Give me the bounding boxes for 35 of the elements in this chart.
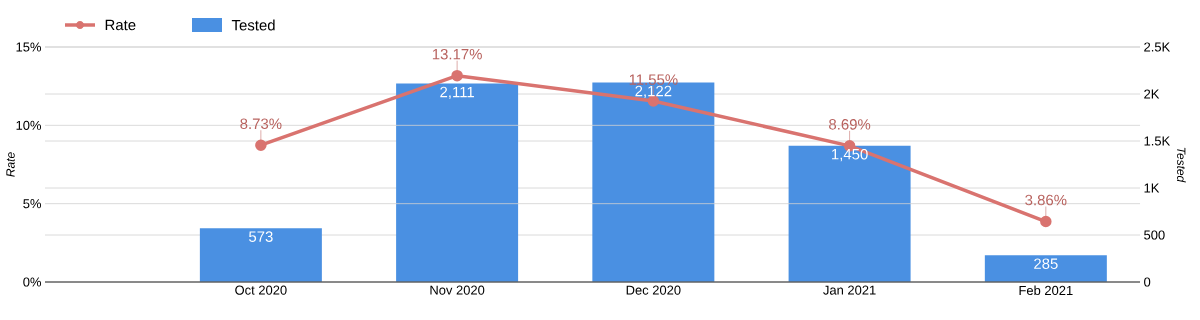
data-label: 13.17% [432, 48, 482, 60]
data-label: 2,111 [440, 86, 474, 100]
y2-tick-label: 2.5K [1144, 42, 1171, 52]
y2-tick-label: 500 [1144, 230, 1165, 240]
y2-tick-label: 1.5K [1144, 136, 1171, 146]
y-tick-label: 15% [16, 42, 42, 52]
x-tick-label: Feb 2021 [1019, 285, 1073, 296]
data-label: 2,122 [635, 85, 672, 99]
x-tick-label: Dec 2020 [626, 285, 681, 295]
bar [199, 228, 322, 282]
y2-axis-title: Tested [1177, 147, 1186, 183]
point [255, 139, 267, 151]
y2-tick-label: 2K [1144, 89, 1160, 99]
data-label: 3.86% [1025, 194, 1067, 206]
data-label: 8.69% [829, 119, 871, 130]
legend-label: Rate [105, 19, 136, 31]
x-tick-label: Oct 2020 [235, 285, 287, 295]
data-label: 1,450 [832, 148, 868, 162]
data-label: 573 [249, 231, 273, 242]
data-label: 8.73% [240, 118, 282, 130]
point [451, 69, 463, 82]
x-tick-label: Jan 2021 [823, 285, 876, 295]
data-label: 285 [1034, 258, 1058, 269]
bar [396, 83, 519, 282]
bar [984, 255, 1107, 282]
y-axis-title: Rate [6, 152, 15, 177]
y2-tick-label: 0 [1144, 277, 1151, 287]
y-tick-label: 0% [23, 277, 42, 287]
point [1040, 215, 1052, 228]
bar [788, 145, 911, 282]
legend-label: Tested [231, 19, 275, 31]
y2-tick-label: 1K [1144, 183, 1160, 193]
x-tick-label: Nov 2020 [430, 285, 485, 295]
y-tick-label: 10% [16, 120, 42, 130]
y-tick-label: 5% [23, 199, 42, 209]
